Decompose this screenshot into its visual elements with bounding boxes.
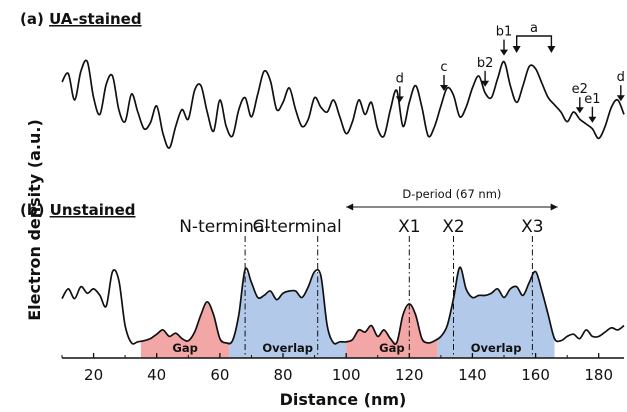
panel-b-title: Unstained (50, 201, 136, 219)
line-layer (61, 59, 625, 346)
panel-a-series-line (61, 59, 625, 149)
marker-label-4: X3 (521, 217, 543, 237)
annotation-arrowhead (512, 46, 521, 53)
panel-a-prefix: (a) (20, 10, 49, 28)
d-period-arrowhead-right (550, 203, 558, 211)
annotation-label-e1: e1 (584, 92, 600, 107)
x-tick-label-140: 140 (458, 366, 487, 384)
d-period-arrowhead-left (346, 203, 354, 211)
marker-label-1: C-terminal (253, 217, 342, 237)
annotation-label-d: d (617, 70, 625, 85)
region-label-0: Gap (172, 341, 197, 355)
annotation-label-b1: b1 (496, 25, 513, 40)
x-tick-label-40: 40 (147, 366, 166, 384)
annotation-arrowhead (575, 107, 584, 114)
x-axis-title: Distance (nm) (280, 390, 407, 409)
annotation-arrowhead (616, 95, 625, 102)
annotation-arrowhead (500, 49, 508, 56)
marker-label-3: X2 (442, 217, 464, 237)
marker-label-2: X1 (398, 217, 420, 237)
panel-b-label: (b) Unstained (20, 201, 135, 219)
region-label-2: Gap (379, 341, 404, 355)
x-tick-label-80: 80 (273, 366, 292, 384)
x-axis: 20 40 60 80 100 120 140 160 180 (61, 353, 624, 384)
region-gap-2 (346, 304, 438, 358)
annotation-label-e2: e2 (572, 82, 588, 97)
region-label-3: Overlap (471, 341, 522, 355)
x-tick-label-120: 120 (395, 366, 424, 384)
annotation-bracket-a (516, 35, 553, 50)
annotation-arrowhead (547, 46, 556, 53)
annotation-label-a: a (530, 21, 538, 36)
panel-b-prefix: (b) (20, 201, 50, 219)
region-layer: Gap Overlap Gap Overlap (140, 267, 555, 358)
annotation-arrowhead (440, 85, 448, 91)
annotation-label-d: d (396, 71, 404, 86)
y-axis-title: Electron density (a.u.) (25, 119, 44, 321)
x-tick-label-60: 60 (210, 366, 229, 384)
x-tick-label-20: 20 (84, 366, 103, 384)
d-period-label: D-period (67 nm) (402, 187, 501, 201)
x-tick-label-100: 100 (332, 366, 361, 384)
annotation-arrowhead (588, 116, 597, 123)
x-tick-label-160: 160 (521, 366, 550, 384)
panel-a-title: UA-stained (49, 10, 142, 28)
region-gap-0 (140, 301, 230, 358)
panel-a-label: (a) UA-stained (20, 10, 142, 28)
annotation-label-b2: b2 (477, 56, 494, 71)
region-overlap-1 (229, 269, 347, 358)
panel-b-series-line (61, 266, 625, 346)
x-tick-label-180: 180 (584, 366, 613, 384)
annotation-label-c: c (440, 60, 447, 75)
region-label-1: Overlap (262, 341, 313, 355)
marker-label-0: N-terminal (179, 217, 269, 237)
annotation-arrowhead (481, 80, 490, 87)
annotation-arrowhead (395, 96, 404, 103)
